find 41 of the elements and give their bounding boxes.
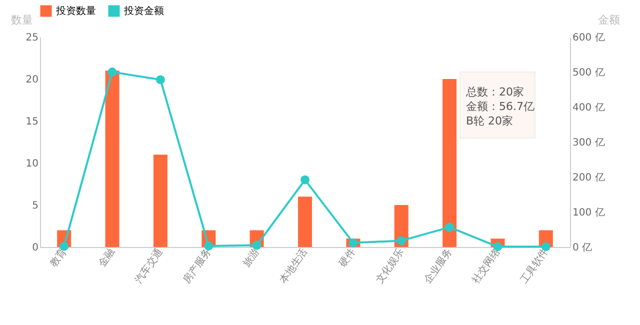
bar	[153, 154, 168, 247]
y-tick-label: 25	[26, 32, 38, 44]
x-tick-label: 企业服务	[422, 246, 454, 286]
x-tick-label: 金融	[96, 246, 118, 270]
y2-tick-label: 300 亿	[572, 138, 605, 148]
x-tick-label: 教育	[48, 246, 70, 270]
x-tick-label: 房产服务	[180, 246, 214, 286]
y-tick-label: 5	[32, 200, 38, 212]
x-tick-label: 汽车交通	[132, 246, 166, 286]
y2-tick-label: 0 亿	[572, 242, 592, 254]
annotation: 金额：56.7亿	[466, 100, 534, 113]
y-tick-label: 20	[26, 74, 38, 86]
point	[396, 236, 406, 246]
bar	[442, 79, 457, 247]
x-tick-label: 本地生活	[277, 246, 310, 286]
point	[300, 175, 310, 184]
y2-tick-label: 500 亿	[572, 68, 605, 78]
y-tick-label: 0	[32, 242, 38, 254]
annotation: B轮 20家	[466, 114, 514, 128]
point	[445, 222, 454, 232]
y-axis-title: 数量	[10, 14, 33, 26]
x-tick-label: 社交网络	[470, 246, 503, 286]
y2-tick-label: 400 亿	[572, 102, 605, 114]
point	[108, 68, 117, 76]
annotation: 总数：20家	[465, 85, 524, 98]
y2-tick-label: 200 亿	[572, 172, 605, 184]
bar	[105, 70, 120, 247]
y-tick-label: 10	[26, 158, 38, 170]
bar	[298, 196, 312, 247]
y2-axis-title: 金额	[598, 14, 620, 26]
legend-label: 投资数量	[55, 5, 96, 17]
point	[156, 75, 165, 84]
y2-tick-label: 100 亿	[572, 208, 605, 218]
x-tick-label: 文化娱乐	[374, 246, 406, 286]
legend-label: 投资金额	[123, 5, 164, 17]
x-tick-label: 硬件	[338, 246, 358, 270]
point	[348, 238, 358, 248]
x-tick-label: 旅游	[240, 246, 262, 270]
y-tick-label: 15	[26, 116, 38, 128]
x-tick-label: 工具软件	[518, 246, 551, 286]
y2-tick-label: 600 亿	[572, 32, 605, 44]
